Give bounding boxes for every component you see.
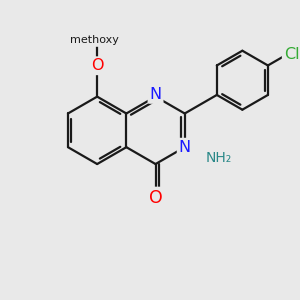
Text: N: N xyxy=(179,140,191,155)
Text: Cl: Cl xyxy=(284,47,299,62)
Text: methoxy: methoxy xyxy=(70,35,119,46)
Text: O: O xyxy=(91,58,103,73)
Text: N: N xyxy=(149,87,162,102)
Text: NH₂: NH₂ xyxy=(206,152,232,165)
Text: O: O xyxy=(149,189,162,207)
